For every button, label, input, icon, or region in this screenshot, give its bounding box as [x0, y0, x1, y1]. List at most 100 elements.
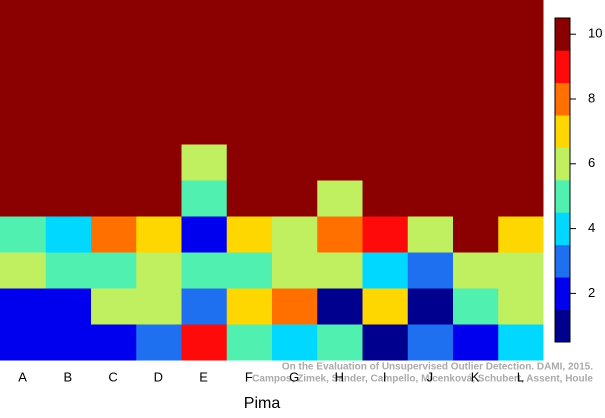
heatmap-cell [90, 36, 137, 73]
heatmap-cell [452, 144, 499, 181]
heatmap-cell [135, 252, 182, 289]
colorbar-frame [554, 17, 571, 343]
heatmap-cell [226, 216, 272, 253]
heatmap-cell [452, 108, 499, 145]
heatmap-cell [452, 252, 499, 289]
heatmap-cell [45, 252, 91, 289]
heatmap-cell [45, 0, 91, 37]
heatmap-cell [226, 252, 272, 289]
colorbar-swatch [555, 277, 570, 310]
heatmap-cell [362, 252, 408, 289]
heatmap-cell [316, 180, 363, 217]
heatmap-cell [452, 0, 499, 37]
heatmap-cell [362, 144, 408, 181]
colorbar-tick-label: 4 [588, 220, 595, 235]
heatmap-cell [90, 252, 137, 289]
heatmap-cell [497, 144, 544, 181]
note: On the Evaluation of Unsupervised Outlie… [282, 362, 593, 373]
note: Campos, Zimek, Sander, Campello, Micenko… [252, 374, 593, 385]
heatmap-cell [135, 324, 182, 361]
heatmap-cell [90, 0, 137, 37]
colorbar-tick-label: 10 [588, 26, 602, 41]
heatmap-cell [181, 324, 227, 361]
heatmap-cell [407, 0, 453, 37]
heatmap-cell [362, 216, 408, 253]
colorbar-swatch [555, 147, 570, 181]
heatmap-cell [45, 36, 91, 73]
heatmap-cell [362, 108, 408, 145]
heatmap-cell [181, 72, 227, 109]
heatmap-cell [226, 72, 272, 109]
heatmap-cell [226, 324, 272, 361]
x-tick-label: D [154, 369, 163, 384]
heatmap-cell [135, 216, 182, 253]
heatmap-cell [271, 180, 318, 217]
colorbar-swatch [555, 18, 570, 51]
heatmap-cell [271, 252, 318, 289]
heatmap-cell [181, 288, 227, 325]
heatmap-cell [497, 288, 544, 325]
heatmap-cell [497, 0, 544, 37]
x-tick-label: K [471, 369, 480, 384]
x-tick-label: F [245, 369, 253, 384]
heatmap-cell [135, 72, 182, 109]
heatmap-cell [452, 36, 499, 73]
heatmap-cell [452, 324, 499, 361]
x-tick-label: H [335, 369, 344, 384]
heatmap-cell [316, 216, 363, 253]
heatmap-cell [181, 108, 227, 145]
heatmap-cell [362, 0, 408, 37]
heatmap-cell [316, 36, 363, 73]
heatmap-cell [45, 108, 91, 145]
heatmap-cell [362, 288, 408, 325]
heatmap-cell [45, 288, 91, 325]
heatmap-cell [90, 324, 137, 361]
x-tick-label: G [289, 369, 299, 384]
colorbar-tick-label: 2 [588, 285, 595, 300]
heatmap-cell [497, 72, 544, 109]
heatmap-cell [90, 144, 137, 181]
heatmap-cell [0, 72, 46, 109]
heatmap-cell [271, 144, 318, 181]
heatmap-cell [45, 324, 91, 361]
heatmap-cell [181, 216, 227, 253]
x-tick-label: I [383, 369, 387, 384]
heatmap-cell [407, 180, 453, 217]
heatmap-cell [0, 180, 46, 217]
heatmap-cell [407, 144, 453, 181]
heatmap-cell [135, 108, 182, 145]
heatmap-cell [452, 180, 499, 217]
heatmap-cell [497, 180, 544, 217]
heatmap-cell [316, 288, 363, 325]
colorbar-tick-label: 8 [588, 90, 595, 105]
heatmap-cell [362, 180, 408, 217]
heatmap-cell [0, 324, 46, 361]
heatmap-cell [90, 180, 137, 217]
heatmap-cell [452, 288, 499, 325]
heatmap-cell [407, 288, 453, 325]
x-axis-label: Pima [244, 395, 281, 412]
heatmap-cell [181, 0, 227, 37]
heatmap-cell [90, 216, 137, 253]
heatmap-cell [226, 180, 272, 217]
heatmap-cell [407, 252, 453, 289]
heatmap-cell [497, 324, 544, 361]
heatmap-cell [226, 0, 272, 37]
colorbar-swatch [555, 82, 570, 116]
heatmap-cell [226, 144, 272, 181]
heatmap-cell [45, 216, 91, 253]
heatmap-cell [226, 288, 272, 325]
heatmap-cell [135, 180, 182, 217]
heatmap-cell [407, 324, 453, 361]
heatmap-cell [271, 72, 318, 109]
heatmap-cell [407, 36, 453, 73]
heatmap-cell [0, 144, 46, 181]
heatmap-cell [497, 108, 544, 145]
heatmap-cell [0, 0, 46, 37]
colorbar-swatch [555, 212, 570, 246]
heatmap-cell [0, 216, 46, 253]
heatmap-cell [497, 36, 544, 73]
heatmap-cell [362, 324, 408, 361]
heatmap-cell [135, 0, 182, 37]
